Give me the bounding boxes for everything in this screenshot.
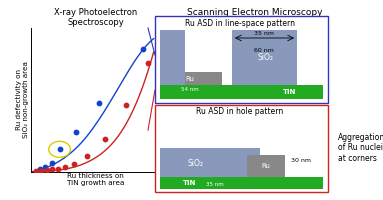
Title: X-ray Photoelectron
Spectroscopy: X-ray Photoelectron Spectroscopy [54,8,137,27]
Bar [160,148,260,177]
Bar [155,16,328,103]
Point [73,130,79,134]
Text: 60 nm: 60 nm [254,48,274,53]
X-axis label: Ru thickness on
TiN growth area: Ru thickness on TiN growth area [67,173,124,186]
Point [38,169,44,172]
Point [42,165,48,168]
Bar [155,105,328,192]
Bar [160,30,185,85]
Point [83,154,90,158]
Point [55,167,61,170]
Point [123,104,129,107]
Text: Aggregation
of Ru nuclei
at corners: Aggregation of Ru nuclei at corners [338,133,383,163]
Point [71,162,77,166]
Text: Ru: Ru [262,163,270,169]
Point [49,168,56,171]
Text: 35 nm: 35 nm [206,182,224,186]
Point [96,101,102,104]
Text: SiO₂: SiO₂ [257,53,273,62]
Bar [232,30,297,85]
Point [62,166,68,169]
Point [102,137,108,140]
Text: 54 nm: 54 nm [181,87,199,92]
Text: Scanning Electron Microscopy: Scanning Electron Microscopy [187,8,323,17]
Text: SiO₂: SiO₂ [187,158,203,168]
Text: 30 nm: 30 nm [291,158,311,162]
Bar [160,85,323,99]
Point [44,168,50,172]
Text: Ru ASD in line-space pattern: Ru ASD in line-space pattern [185,19,295,28]
Point [57,148,63,151]
Text: 35 nm: 35 nm [254,31,274,36]
Bar [160,72,222,85]
Text: TiN: TiN [283,89,297,95]
Y-axis label: Ru defectivity on
SiO₂ non-growth area: Ru defectivity on SiO₂ non-growth area [16,62,29,138]
Text: Ru: Ru [185,76,195,82]
Point [140,48,146,51]
Point [37,168,43,171]
Text: TiN: TiN [183,180,197,186]
Point [49,161,56,164]
Bar [160,177,323,189]
Text: Ru ASD in hole pattern: Ru ASD in hole pattern [196,107,284,116]
Bar [247,155,285,177]
Point [145,61,151,64]
Point [33,170,39,173]
